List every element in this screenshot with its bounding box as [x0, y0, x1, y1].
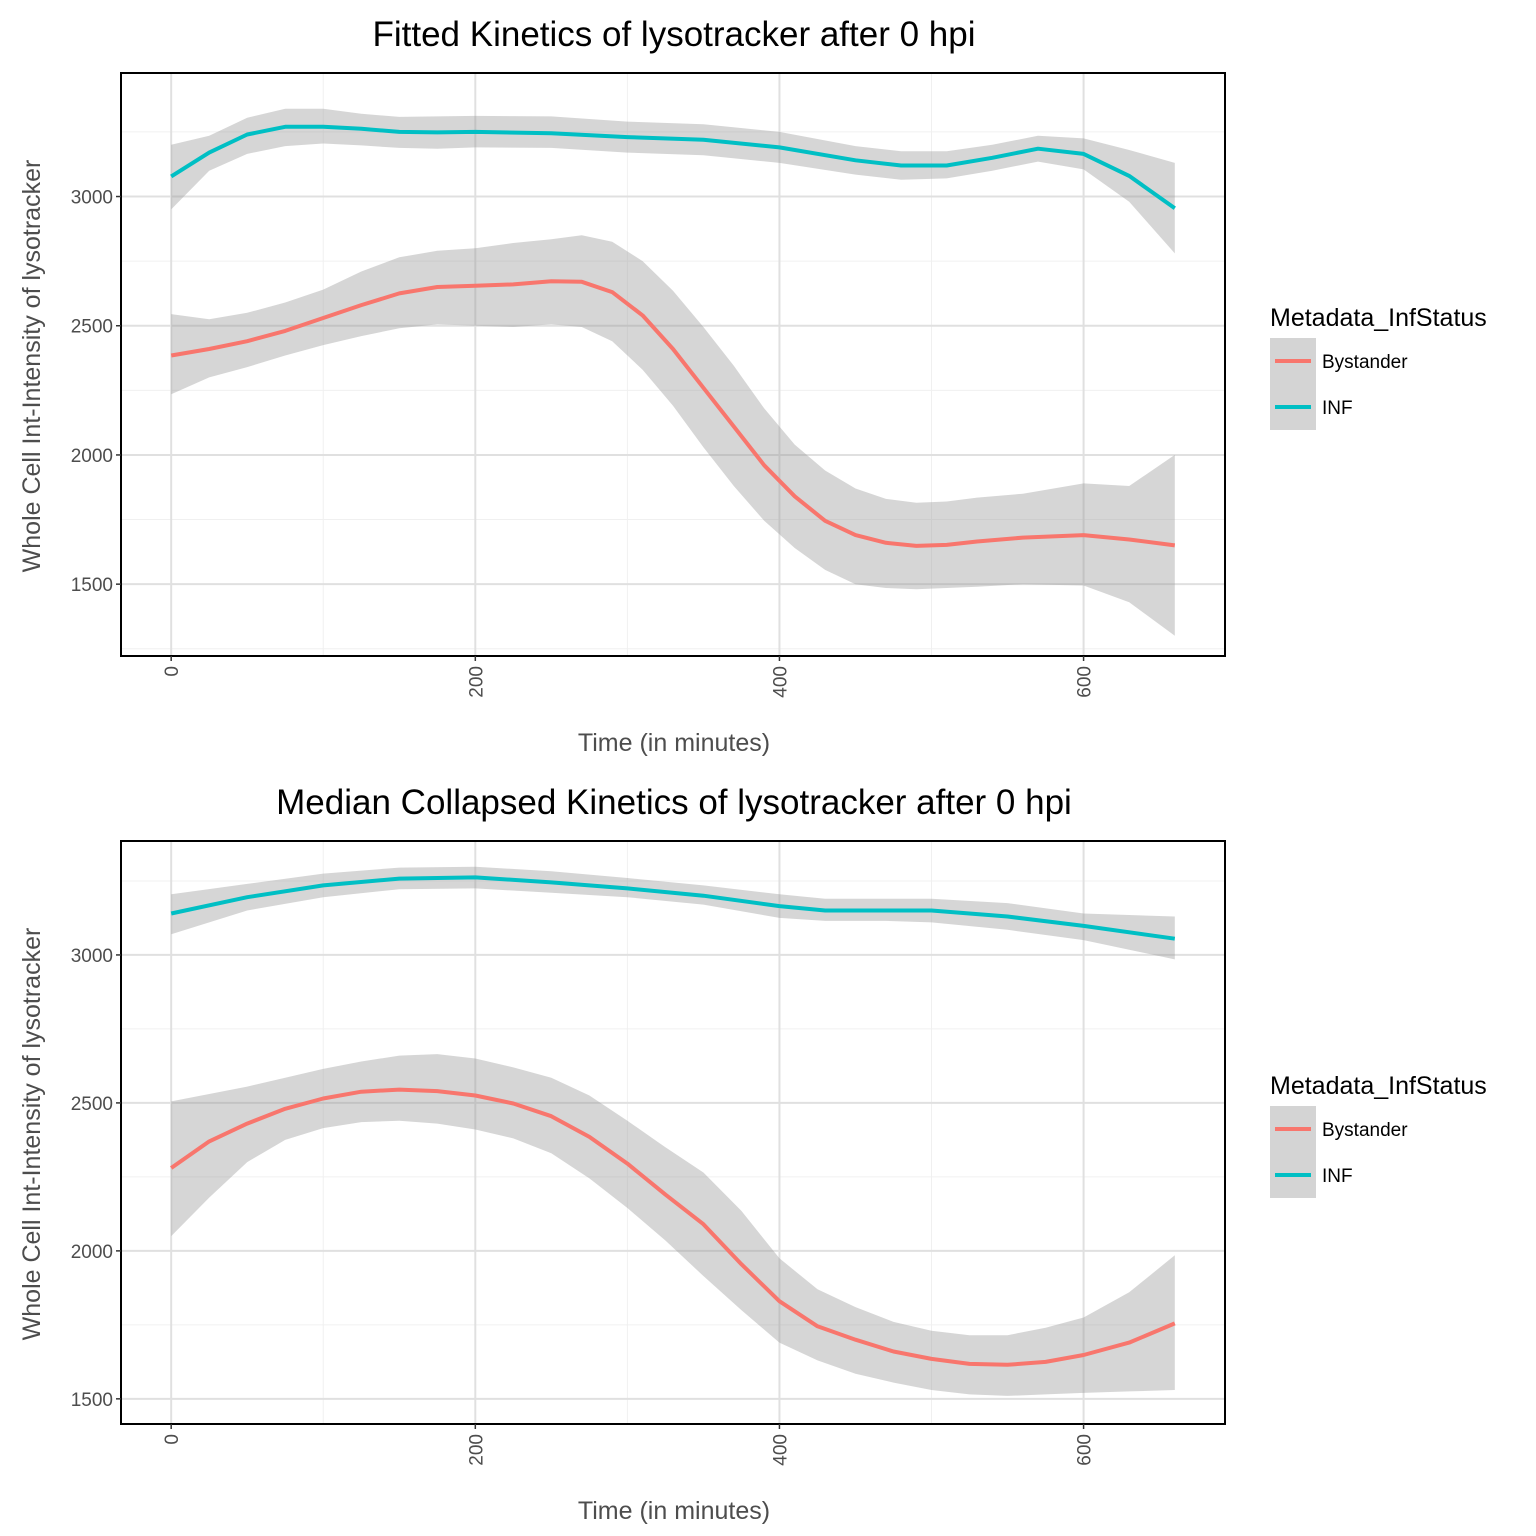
series-line-bystander [170, 279, 1176, 548]
chart-title-1: Fitted Kinetics of lysotracker after 0 h… [372, 15, 975, 54]
series-line-inf [170, 875, 1176, 941]
plot-area-1 [120, 72, 1226, 657]
y-tick-label: 2500 [71, 1094, 113, 1115]
chart-title-2: Median Collapsed Kinetics of lysotracker… [276, 783, 1072, 822]
plot-background [121, 73, 1225, 656]
y-tick-label: 1500 [71, 575, 113, 596]
series-line-inf [170, 124, 1176, 210]
plot-area-2 [120, 840, 1226, 1425]
y-tick-label: 2000 [71, 446, 113, 467]
confidence-band-bystander [171, 1054, 1175, 1396]
y-axis-title-2: Whole Cell Int-Intensity of lysotracker [18, 928, 46, 1341]
chart-panel-1: Fitted Kinetics of lysotracker after 0 h… [18, 15, 1487, 757]
legend-label-inf-1: INF [1322, 398, 1353, 419]
chart-panel-2: Median Collapsed Kinetics of lysotracker… [18, 783, 1487, 1525]
y-tick-label: 2500 [71, 317, 113, 338]
x-tick-label: 600 [1075, 666, 1096, 698]
legend-key-bystander-1 [1270, 338, 1316, 384]
plot-border [120, 72, 1226, 657]
legend-title-1: Metadata_InfStatus [1270, 304, 1487, 332]
confidence-band-bystander [171, 235, 1175, 636]
y-tick-label: 2000 [71, 1242, 113, 1263]
x-tick-label: 200 [466, 666, 487, 698]
y-tick-label: 1500 [71, 1390, 113, 1411]
x-tick-label: 200 [466, 1434, 487, 1466]
x-tick-label: 0 [162, 666, 183, 677]
legend-title-2: Metadata_InfStatus [1270, 1072, 1487, 1100]
y-tick-label: 3000 [71, 188, 113, 209]
legend-label-bystander-2: Bystander [1322, 1120, 1408, 1141]
y-axis-title-1: Whole Cell Int-Intensity of lysotracker [18, 160, 46, 573]
y-tick-label: 3000 [71, 946, 113, 967]
x-tick-label: 0 [162, 1434, 183, 1445]
legend-key-inf-1 [1270, 384, 1316, 430]
x-tick-label: 400 [770, 666, 791, 698]
x-axis-title-2: Time (in minutes) [578, 1497, 770, 1525]
x-tick-label: 600 [1075, 1434, 1096, 1466]
legend-label-inf-2: INF [1322, 1166, 1353, 1187]
plot-background [121, 841, 1225, 1424]
plot-border [120, 840, 1226, 1425]
legend-key-inf-2 [1270, 1152, 1316, 1198]
legend-label-bystander-1: Bystander [1322, 352, 1408, 373]
confidence-band-inf [171, 108, 1175, 254]
series-line-bystander [170, 1087, 1176, 1367]
x-axis-title-1: Time (in minutes) [578, 729, 770, 757]
x-tick-label: 400 [770, 1434, 791, 1466]
legend-key-bystander-2 [1270, 1106, 1316, 1152]
